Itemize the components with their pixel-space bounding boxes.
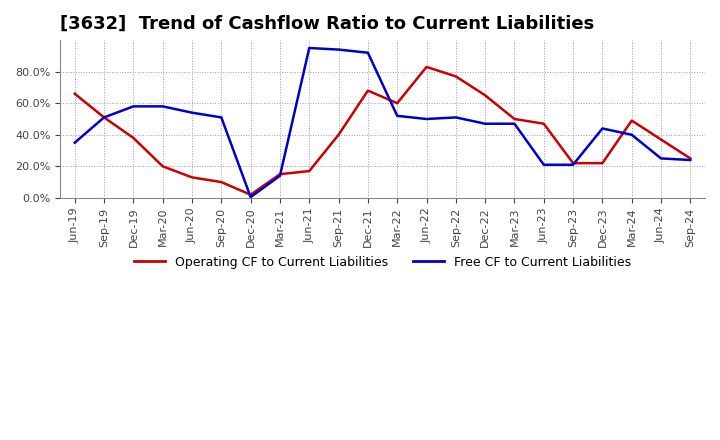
Text: [3632]  Trend of Cashflow Ratio to Current Liabilities: [3632] Trend of Cashflow Ratio to Curren…	[60, 15, 594, 33]
Legend: Operating CF to Current Liabilities, Free CF to Current Liabilities: Operating CF to Current Liabilities, Fre…	[129, 251, 636, 274]
